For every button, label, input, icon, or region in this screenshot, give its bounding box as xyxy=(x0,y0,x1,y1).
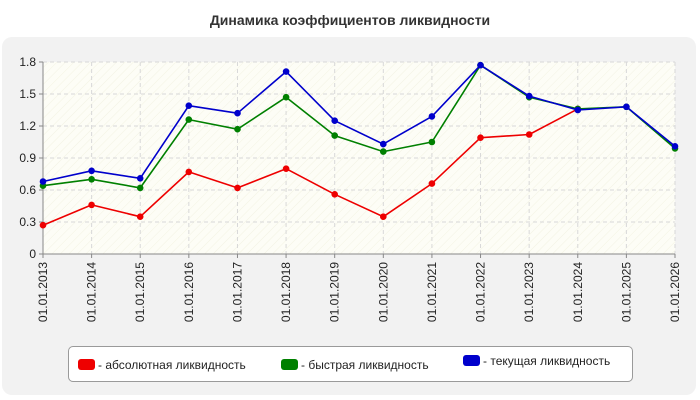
legend-item-current: - текущая ликвидность xyxy=(463,353,610,369)
data-point-2 xyxy=(88,167,95,175)
data-point-0 xyxy=(477,134,484,141)
data-point-0 xyxy=(380,213,387,220)
x-tick-label: 01.01.2013 xyxy=(36,262,50,322)
data-point-2 xyxy=(477,61,484,69)
y-tick-label: 1.8 xyxy=(19,55,36,69)
x-tick-label: 01.01.2015 xyxy=(133,262,147,322)
series-line-2 xyxy=(42,64,676,183)
data-point-2 xyxy=(331,117,339,124)
legend-swatch-absolute xyxy=(78,359,95,371)
data-point-1 xyxy=(282,93,290,101)
data-point-0 xyxy=(282,165,290,172)
legend-label-absolute: - абсолютная ликвидность xyxy=(98,357,246,372)
legend-label-current: - текущая ликвидность xyxy=(483,353,611,368)
x-tick-label: 01.01.2021 xyxy=(425,262,439,322)
data-point-1 xyxy=(428,138,436,146)
series-line-0 xyxy=(42,108,579,226)
data-point-1 xyxy=(234,125,241,133)
data-point-1 xyxy=(88,176,95,183)
data-point-0 xyxy=(39,221,47,229)
data-point-1 xyxy=(185,116,193,123)
legend-item-quick: - быстрая ликвидность xyxy=(281,357,429,373)
data-point-0 xyxy=(136,213,144,220)
legend-swatch-quick xyxy=(281,359,298,371)
y-tick-label: 0.9 xyxy=(19,151,36,165)
data-point-0 xyxy=(88,201,95,209)
data-point-1 xyxy=(380,148,387,155)
data-point-2 xyxy=(39,178,47,185)
x-tick-label: 01.01.2024 xyxy=(571,262,585,322)
legend-label-quick: - быстрая ликвидность xyxy=(301,357,429,372)
x-tick-label: 01.01.2017 xyxy=(230,262,244,322)
chart-title: Динамика коэффициентов ликвидности xyxy=(209,12,491,28)
x-tick-label: 01.01.2023 xyxy=(522,262,536,322)
legend: - абсолютная ликвидность - быстрая ликви… xyxy=(68,346,633,382)
data-point-1 xyxy=(331,132,339,139)
data-point-2 xyxy=(671,143,679,150)
legend-swatch-current xyxy=(463,355,480,367)
data-point-0 xyxy=(525,131,533,138)
data-point-2 xyxy=(234,109,241,117)
x-tick-label: 01.01.2016 xyxy=(182,262,196,322)
x-tick-label: 01.01.2020 xyxy=(376,262,390,322)
data-point-2 xyxy=(282,68,290,75)
data-point-2 xyxy=(574,106,582,114)
legend-item-absolute: - абсолютная ликвидность xyxy=(78,357,246,373)
y-tick-label: 1.2 xyxy=(19,119,36,133)
data-point-2 xyxy=(525,92,533,100)
data-point-1 xyxy=(136,184,144,192)
data-point-0 xyxy=(428,180,436,187)
y-tick-label: 0 xyxy=(29,247,36,261)
axes: 0 0.3 0.6 0.9 1.2 1.5 1.8 01.01.2013 01.01.2014 0… xyxy=(19,55,682,322)
series-lines xyxy=(39,61,679,229)
data-point-0 xyxy=(331,191,339,198)
x-tick-label: 01.01.2026 xyxy=(668,262,682,322)
x-tick-label: 01.01.2022 xyxy=(474,262,488,322)
x-tick-label: 01.01.2019 xyxy=(328,262,342,322)
x-tick-label: 01.01.2025 xyxy=(619,262,633,322)
y-tick-label: 0.6 xyxy=(19,183,36,197)
data-point-0 xyxy=(185,168,193,176)
data-point-2 xyxy=(380,140,387,148)
data-point-0 xyxy=(234,184,241,192)
data-point-2 xyxy=(623,103,630,111)
y-tick-label: 1.5 xyxy=(19,87,36,101)
x-tick-label: 01.01.2018 xyxy=(279,262,293,322)
x-tick-label: 01.01.2014 xyxy=(85,262,99,322)
data-point-2 xyxy=(428,113,436,120)
data-point-2 xyxy=(136,175,144,182)
data-point-2 xyxy=(185,102,193,109)
y-tick-label: 0.3 xyxy=(19,215,36,229)
